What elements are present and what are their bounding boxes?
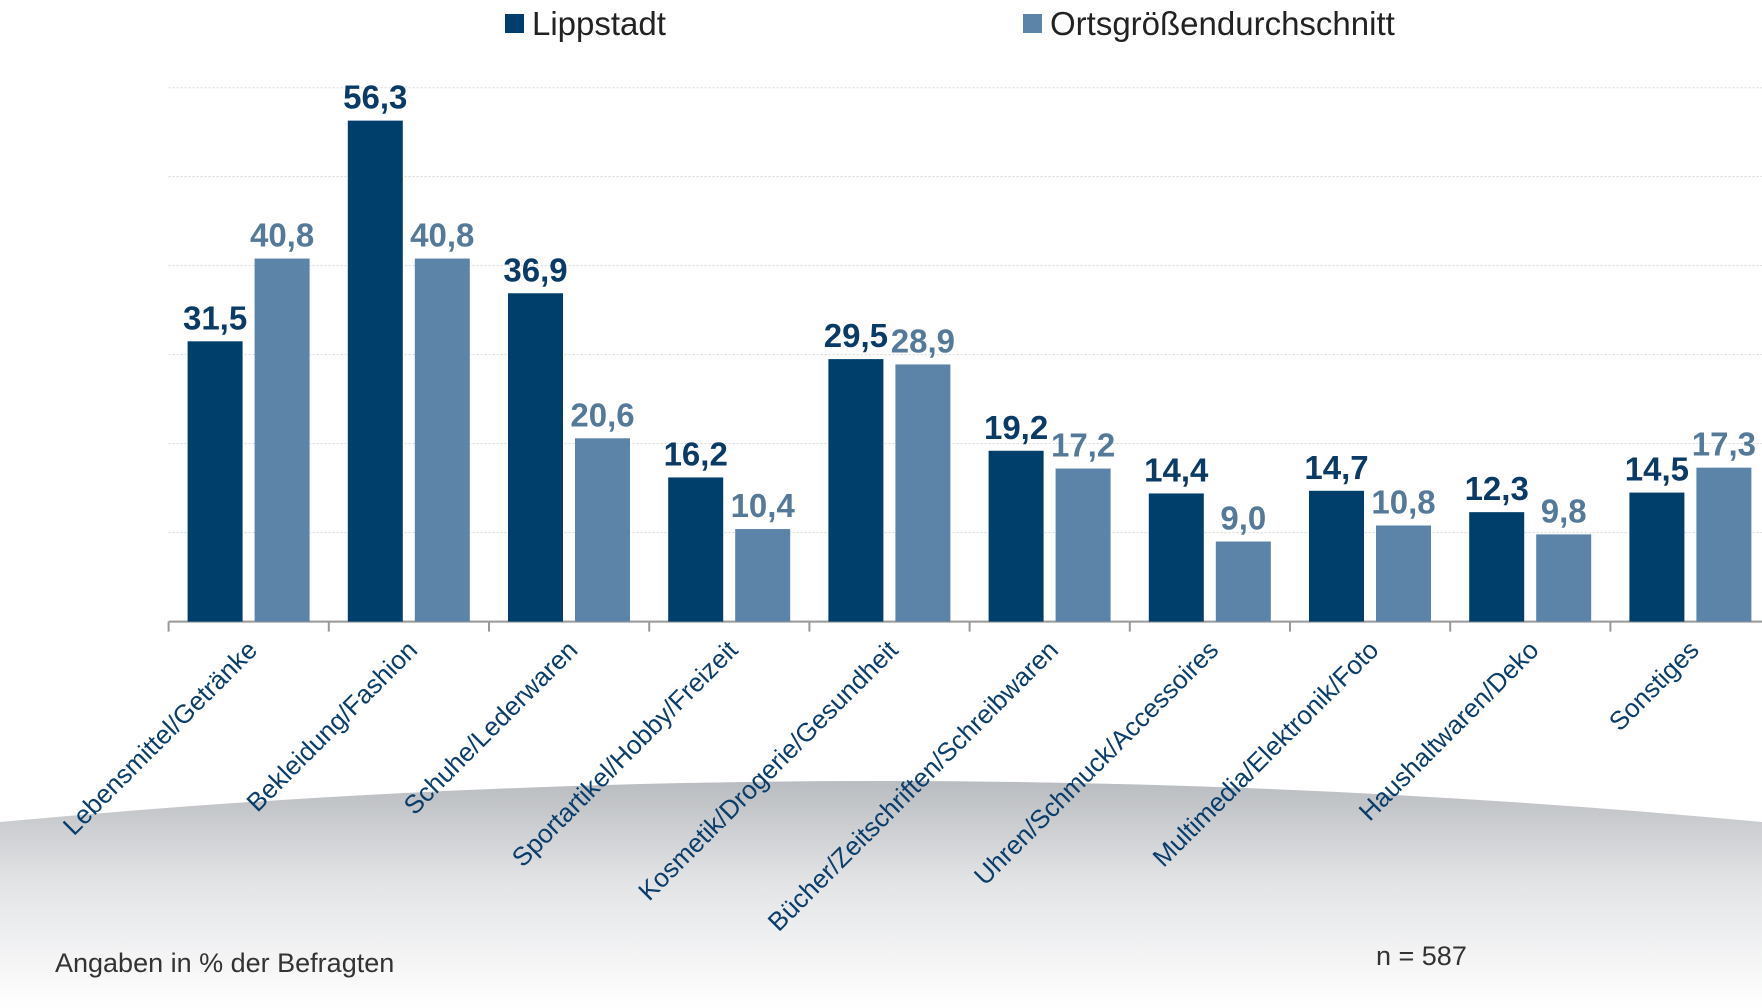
- value-label: 10,8: [1371, 483, 1435, 520]
- bar: [1629, 492, 1685, 622]
- value-label: 19,2: [984, 409, 1048, 446]
- bar: [508, 293, 563, 622]
- value-label: 9,0: [1220, 500, 1266, 537]
- bar: [735, 529, 791, 622]
- bar: [575, 438, 630, 622]
- bar: [828, 359, 884, 622]
- legend-swatch: [505, 14, 524, 33]
- bar: [1469, 512, 1525, 622]
- x-tick-label: Sonstiges: [1603, 635, 1705, 737]
- value-label: 17,3: [1692, 426, 1756, 463]
- value-label: 28,9: [891, 322, 955, 359]
- value-label: 14,5: [1625, 451, 1689, 488]
- bar: [1309, 490, 1364, 622]
- value-label: 56,3: [343, 79, 407, 116]
- x-tick-label: Haushaltwaren/Deko: [1353, 635, 1545, 827]
- value-label: 16,2: [664, 435, 728, 472]
- legend-swatch: [1023, 14, 1042, 33]
- legend-label: Ortsgrößendurchschnitt: [1050, 5, 1395, 42]
- bar: [1215, 541, 1271, 622]
- value-label: 20,6: [570, 396, 634, 433]
- value-label: 36,9: [503, 251, 567, 288]
- value-label: 14,7: [1304, 449, 1368, 486]
- sample-size: n = 587: [1376, 941, 1467, 971]
- bar: [1055, 468, 1111, 622]
- bar: [1376, 525, 1431, 622]
- value-label: 31,5: [183, 299, 247, 336]
- value-label: 9,8: [1541, 492, 1587, 529]
- value-label: 14,4: [1144, 451, 1209, 488]
- background-arc: [0, 781, 1762, 1008]
- bar: [895, 364, 951, 622]
- value-label: 17,2: [1051, 427, 1115, 464]
- x-tick-label: Bekleidung/Fashion: [240, 635, 423, 818]
- bar: [1696, 467, 1752, 622]
- plot: 31,540,8Lebensmittel/Getränke56,340,8Bek…: [57, 5, 1762, 937]
- bar: [414, 258, 470, 622]
- bar: [254, 258, 310, 622]
- value-label: 12,3: [1465, 470, 1529, 507]
- footnote: Angaben in % der Befragten: [55, 948, 394, 978]
- value-label: 40,8: [250, 217, 314, 254]
- value-label: 10,4: [731, 487, 796, 524]
- bar: [347, 120, 403, 622]
- bar: [187, 341, 243, 622]
- bar: [1536, 534, 1592, 622]
- value-label: 40,8: [410, 217, 474, 254]
- bar: [988, 450, 1044, 622]
- bar: [668, 477, 724, 622]
- legend-label: Lippstadt: [532, 5, 666, 42]
- bar: [1148, 493, 1204, 622]
- value-label: 29,5: [824, 317, 888, 354]
